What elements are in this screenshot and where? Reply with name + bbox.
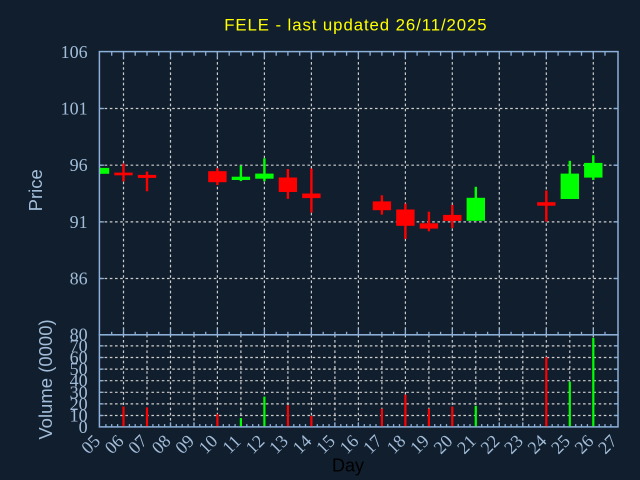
- svg-text:30: 30: [70, 382, 88, 402]
- svg-text:10: 10: [70, 406, 88, 426]
- svg-text:50: 50: [70, 359, 88, 379]
- svg-text:Volume (0000): Volume (0000): [35, 319, 56, 439]
- svg-text:101: 101: [61, 99, 88, 119]
- svg-text:40: 40: [70, 371, 88, 391]
- svg-text:60: 60: [70, 348, 88, 368]
- svg-text:91: 91: [70, 212, 88, 232]
- svg-text:96: 96: [70, 155, 88, 175]
- svg-text:86: 86: [70, 269, 88, 289]
- svg-text:Day: Day: [332, 456, 364, 476]
- svg-text:20: 20: [70, 394, 88, 414]
- svg-text:0: 0: [79, 417, 88, 437]
- svg-text:Price: Price: [25, 169, 46, 211]
- svg-text:106: 106: [61, 42, 88, 62]
- svg-text:FELE - last updated 26/11/2025: FELE - last updated 26/11/2025: [224, 15, 487, 34]
- svg-text:80: 80: [70, 324, 88, 344]
- svg-text:70: 70: [70, 336, 88, 356]
